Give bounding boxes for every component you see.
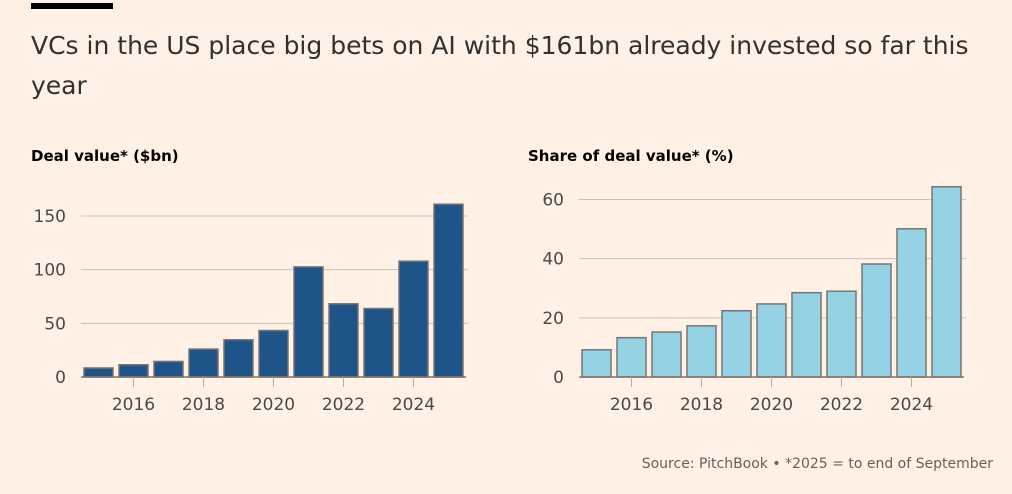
- x-tick-label: 2024: [392, 395, 435, 415]
- x-tick-label: 2022: [322, 395, 365, 415]
- bar-2025: [433, 203, 464, 378]
- bar-2018: [686, 325, 717, 378]
- bar-2018: [188, 348, 219, 378]
- source-note: Source: PitchBook • *2025 = to end of Se…: [641, 456, 993, 472]
- bar-2017: [153, 360, 184, 378]
- x-tick-label: 2018: [182, 395, 225, 415]
- bar-2020: [258, 329, 289, 378]
- bar-2022: [328, 303, 359, 378]
- bar-2021: [293, 266, 324, 378]
- bar-2015: [83, 367, 114, 378]
- bar-2023: [363, 307, 394, 378]
- left-chart-title: Deal value* ($bn): [31, 147, 179, 165]
- x-tick-label: 2020: [750, 395, 793, 415]
- x-tick-label: 2020: [252, 395, 295, 415]
- bar-2024: [896, 228, 927, 378]
- y-tick-label: 50: [44, 314, 66, 334]
- y-tick-label: 60: [542, 191, 564, 211]
- y-tick-label: 0: [553, 368, 564, 388]
- x-tick-label: 2018: [680, 395, 723, 415]
- y-tick-label: 20: [542, 309, 564, 329]
- y-tick-label: 100: [34, 261, 66, 281]
- bar-2022: [826, 290, 857, 378]
- bar-2024: [398, 260, 429, 378]
- bar-2025: [931, 186, 962, 378]
- bar-2015: [581, 349, 612, 378]
- right-chart-title: Share of deal value* (%): [528, 147, 734, 165]
- bar-2020: [756, 303, 787, 378]
- x-tick-label: 2022: [820, 395, 863, 415]
- x-tick-label: 2016: [112, 395, 155, 415]
- bar-2016: [118, 364, 149, 378]
- chart-title: VCs in the US place big bets on AI with …: [31, 31, 969, 100]
- bar-2019: [223, 339, 254, 378]
- bar-2017: [651, 331, 682, 378]
- bar-2019: [721, 309, 752, 378]
- bar-2023: [861, 263, 892, 378]
- y-tick-label: 40: [542, 250, 564, 270]
- bar-2016: [616, 336, 647, 378]
- bar-2021: [791, 291, 822, 378]
- brand-bar: [31, 3, 113, 9]
- x-tick-label: 2024: [890, 395, 933, 415]
- y-tick-label: 0: [55, 368, 66, 388]
- y-tick-label: 150: [34, 207, 66, 227]
- x-tick-label: 2016: [610, 395, 653, 415]
